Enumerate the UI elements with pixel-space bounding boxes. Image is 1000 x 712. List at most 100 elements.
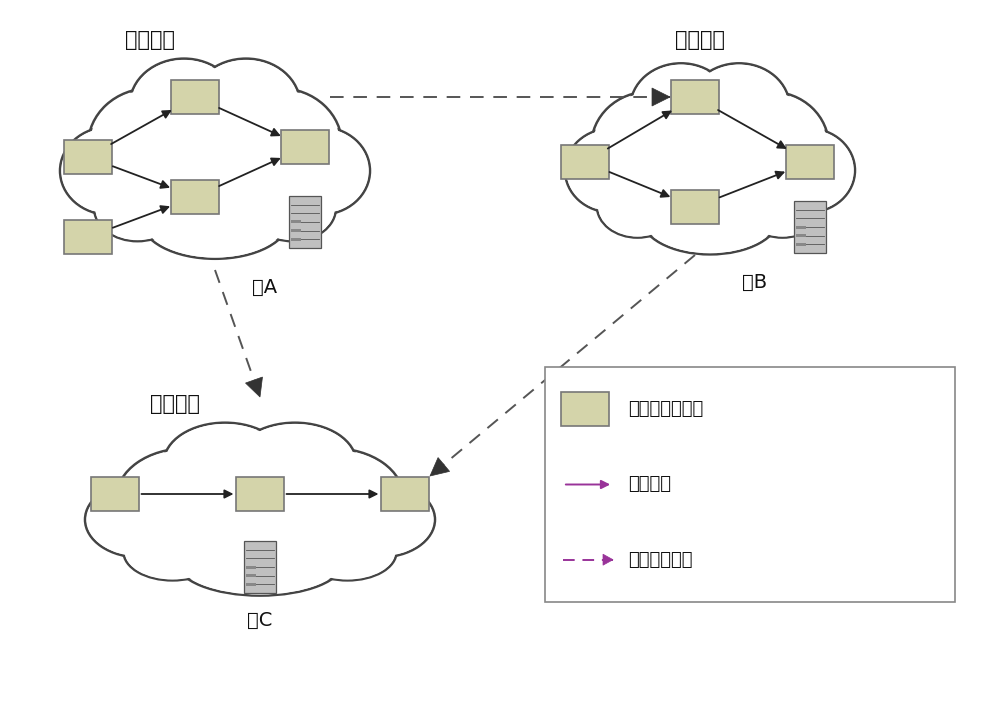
Ellipse shape bbox=[300, 524, 395, 580]
Ellipse shape bbox=[94, 175, 181, 241]
Ellipse shape bbox=[743, 176, 822, 236]
Ellipse shape bbox=[117, 449, 256, 547]
Text: 云间消息传通: 云间消息传通 bbox=[628, 550, 692, 569]
Ellipse shape bbox=[597, 174, 678, 238]
FancyBboxPatch shape bbox=[796, 243, 806, 246]
Ellipse shape bbox=[249, 175, 336, 241]
FancyBboxPatch shape bbox=[796, 226, 806, 229]
Ellipse shape bbox=[107, 79, 323, 245]
Ellipse shape bbox=[271, 127, 370, 215]
FancyBboxPatch shape bbox=[244, 541, 276, 593]
Ellipse shape bbox=[742, 174, 823, 238]
FancyBboxPatch shape bbox=[545, 367, 955, 602]
FancyBboxPatch shape bbox=[246, 574, 256, 577]
Ellipse shape bbox=[298, 523, 396, 580]
Ellipse shape bbox=[630, 63, 732, 152]
Ellipse shape bbox=[598, 176, 677, 236]
Ellipse shape bbox=[130, 58, 238, 151]
Ellipse shape bbox=[94, 175, 181, 241]
Text: 子工作流: 子工作流 bbox=[150, 394, 200, 414]
Ellipse shape bbox=[218, 88, 342, 203]
Ellipse shape bbox=[119, 450, 254, 545]
Ellipse shape bbox=[565, 128, 658, 212]
Ellipse shape bbox=[565, 128, 658, 212]
Ellipse shape bbox=[117, 449, 256, 547]
Text: 云C: 云C bbox=[247, 610, 273, 629]
Ellipse shape bbox=[85, 481, 197, 557]
FancyBboxPatch shape bbox=[64, 140, 112, 174]
Ellipse shape bbox=[164, 423, 286, 503]
Ellipse shape bbox=[220, 90, 340, 201]
Ellipse shape bbox=[166, 424, 284, 501]
Ellipse shape bbox=[690, 65, 788, 150]
Ellipse shape bbox=[103, 76, 327, 248]
Ellipse shape bbox=[125, 524, 220, 580]
FancyBboxPatch shape bbox=[171, 180, 219, 214]
Polygon shape bbox=[246, 377, 262, 397]
Ellipse shape bbox=[134, 438, 386, 586]
Ellipse shape bbox=[103, 76, 327, 248]
Ellipse shape bbox=[124, 523, 222, 580]
FancyBboxPatch shape bbox=[671, 80, 719, 114]
Ellipse shape bbox=[141, 179, 289, 258]
Ellipse shape bbox=[325, 483, 433, 557]
Ellipse shape bbox=[134, 438, 386, 586]
Ellipse shape bbox=[593, 93, 705, 199]
Ellipse shape bbox=[179, 528, 341, 595]
Ellipse shape bbox=[88, 88, 212, 203]
FancyBboxPatch shape bbox=[671, 190, 719, 224]
Ellipse shape bbox=[234, 423, 356, 503]
FancyBboxPatch shape bbox=[291, 221, 301, 224]
FancyBboxPatch shape bbox=[291, 238, 301, 241]
Ellipse shape bbox=[272, 128, 369, 214]
Ellipse shape bbox=[131, 60, 237, 150]
Ellipse shape bbox=[236, 424, 354, 501]
Ellipse shape bbox=[597, 174, 678, 238]
Ellipse shape bbox=[124, 523, 222, 580]
Ellipse shape bbox=[642, 180, 778, 253]
Ellipse shape bbox=[715, 93, 827, 199]
FancyBboxPatch shape bbox=[281, 130, 329, 164]
Ellipse shape bbox=[60, 127, 159, 215]
Ellipse shape bbox=[566, 130, 656, 211]
Ellipse shape bbox=[762, 128, 855, 212]
Ellipse shape bbox=[143, 181, 287, 258]
Ellipse shape bbox=[264, 449, 404, 547]
Ellipse shape bbox=[266, 450, 401, 545]
Ellipse shape bbox=[176, 527, 344, 596]
Ellipse shape bbox=[88, 88, 212, 203]
Ellipse shape bbox=[95, 176, 180, 240]
Text: 云B: 云B bbox=[742, 273, 768, 291]
Ellipse shape bbox=[87, 483, 195, 557]
Text: 活动依赖: 活动依赖 bbox=[628, 476, 671, 493]
FancyBboxPatch shape bbox=[91, 477, 139, 511]
FancyBboxPatch shape bbox=[291, 229, 301, 232]
Ellipse shape bbox=[192, 58, 300, 151]
Text: 工作流活动节点: 工作流活动节点 bbox=[628, 400, 703, 419]
Ellipse shape bbox=[764, 130, 854, 211]
Ellipse shape bbox=[85, 481, 197, 557]
Ellipse shape bbox=[90, 90, 210, 201]
Ellipse shape bbox=[176, 527, 344, 596]
Ellipse shape bbox=[218, 88, 342, 203]
Polygon shape bbox=[652, 88, 670, 106]
Ellipse shape bbox=[606, 80, 814, 244]
Ellipse shape bbox=[298, 523, 396, 580]
Ellipse shape bbox=[271, 127, 370, 215]
Ellipse shape bbox=[130, 58, 238, 151]
Ellipse shape bbox=[323, 481, 435, 557]
Ellipse shape bbox=[632, 65, 730, 150]
FancyBboxPatch shape bbox=[561, 392, 609, 426]
FancyBboxPatch shape bbox=[289, 196, 321, 248]
Polygon shape bbox=[430, 458, 450, 476]
Ellipse shape bbox=[249, 175, 336, 241]
Ellipse shape bbox=[591, 92, 707, 201]
Ellipse shape bbox=[688, 63, 790, 152]
FancyBboxPatch shape bbox=[796, 234, 806, 237]
Ellipse shape bbox=[688, 63, 790, 152]
Ellipse shape bbox=[264, 449, 404, 547]
Ellipse shape bbox=[60, 127, 159, 215]
Ellipse shape bbox=[630, 63, 732, 152]
Text: 子工作流: 子工作流 bbox=[125, 30, 175, 50]
Ellipse shape bbox=[640, 179, 780, 254]
